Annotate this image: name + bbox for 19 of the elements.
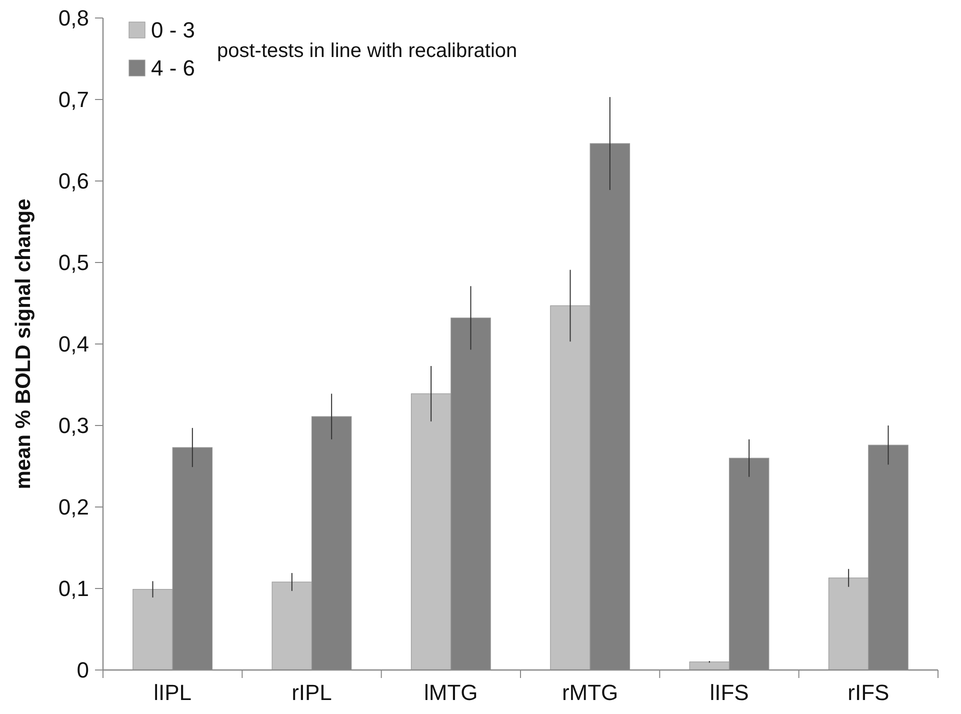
x-tick-label: lIFS [710,680,749,705]
x-tick-label: lMTG [424,680,478,705]
x-tick-label: lIPL [154,680,192,705]
x-tick-label: rMTG [562,680,618,705]
x-tick-label: rIPL [292,680,332,705]
y-tick-label: 0,3 [58,413,89,438]
y-axis-title: mean % BOLD signal change [12,198,35,490]
legend-title: post-tests in line with recalibration [217,40,518,62]
y-tick-label: 0,7 [58,87,89,112]
y-tick-label: 0,8 [58,6,89,31]
y-tick-label: 0,2 [58,494,89,520]
x-tick-label: rIFS [848,680,890,705]
legend-label: 0 - 3 [151,18,196,43]
y-tick-label: 0 [76,658,89,683]
legend-label: 4 - 6 [151,56,196,81]
y-tick-label: 0,4 [58,332,89,357]
y-tick-label: 0,1 [58,576,89,602]
y-tick-label: 0,6 [58,168,89,194]
y-tick-label: 0,5 [58,250,89,276]
